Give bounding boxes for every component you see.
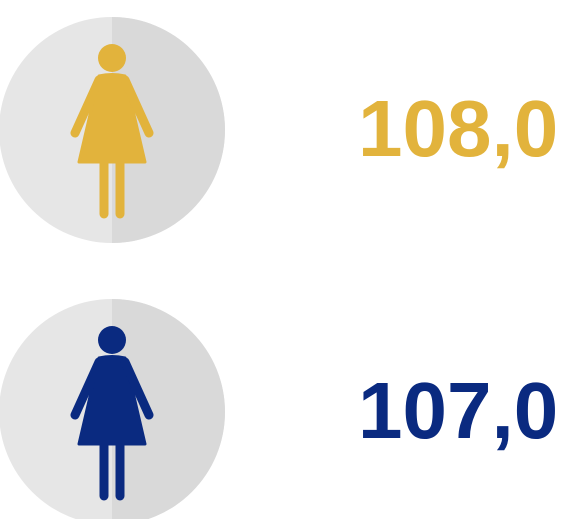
arm-right	[120, 357, 154, 420]
arm-left	[70, 75, 104, 138]
value-label: 108,0	[358, 84, 558, 173]
arm-left	[70, 357, 104, 420]
woman-icon	[70, 326, 154, 501]
arm-right	[120, 75, 154, 138]
icon-badge	[0, 299, 225, 519]
woman-icon	[70, 44, 154, 219]
value-label: 107,0	[358, 366, 558, 455]
icon-badge	[0, 17, 225, 243]
head	[98, 326, 126, 354]
head	[98, 44, 126, 72]
